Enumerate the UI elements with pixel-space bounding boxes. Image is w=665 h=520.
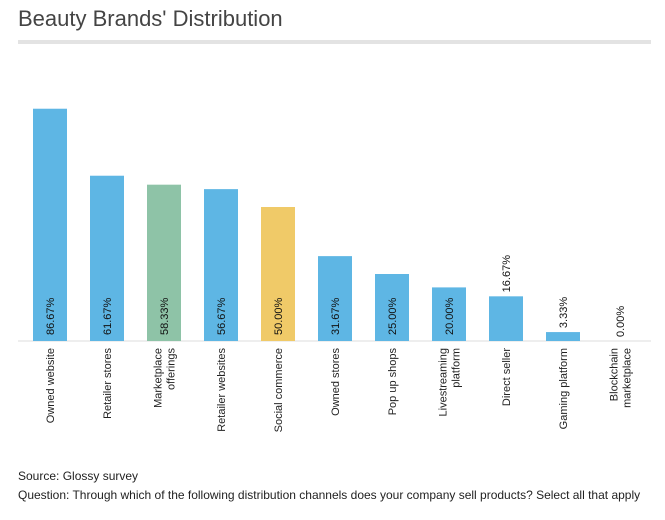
bar-value-label: 58.33% <box>159 297 171 335</box>
bar <box>90 175 124 341</box>
bar-value-label: 86.67% <box>45 297 57 335</box>
chart-title: Beauty Brands' Distribution <box>18 6 283 31</box>
question-note: Question: Through which of the following… <box>18 488 641 502</box>
bar-value-label: 25.00% <box>387 297 399 335</box>
bar <box>147 184 181 341</box>
bar-value-label: 3.33% <box>558 297 570 328</box>
bar-value-label: 31.67% <box>330 297 342 335</box>
category-label: Owned website <box>45 348 57 423</box>
category-label: Marketplaceofferings <box>153 348 178 408</box>
source-note: Source: Glossy survey <box>18 469 139 483</box>
bar <box>546 332 580 341</box>
bar-value-label: 20.00% <box>444 297 456 335</box>
category-label: Owned stores <box>330 348 342 416</box>
bar-value-label: 61.67% <box>102 297 114 335</box>
bar <box>33 108 67 342</box>
bar <box>489 296 523 341</box>
bar <box>204 189 238 341</box>
category-label: Direct seller <box>501 348 513 406</box>
category-label: Livestreamingplatform <box>438 348 463 416</box>
bar-value-label: 16.67% <box>501 255 513 293</box>
title-divider <box>18 40 651 44</box>
category-label: Social commerce <box>273 348 285 432</box>
bar <box>261 207 295 341</box>
bar <box>432 287 466 341</box>
category-label: Gaming platform <box>558 348 570 429</box>
bar <box>318 256 352 341</box>
category-label: Retailer stores <box>102 348 114 419</box>
category-label: Retailer websites <box>216 348 228 432</box>
bar-value-label: 50.00% <box>273 297 285 335</box>
bar-chart: 86.67% Owned website 61.67% Retailer stores… <box>18 108 651 432</box>
bar-value-label: 0.00% <box>615 306 627 337</box>
bar-value-label: 56.67% <box>216 297 228 335</box>
category-label: Blockchainmarketplace <box>609 348 634 408</box>
category-label: Pop up shops <box>387 348 399 416</box>
bar <box>375 274 409 341</box>
